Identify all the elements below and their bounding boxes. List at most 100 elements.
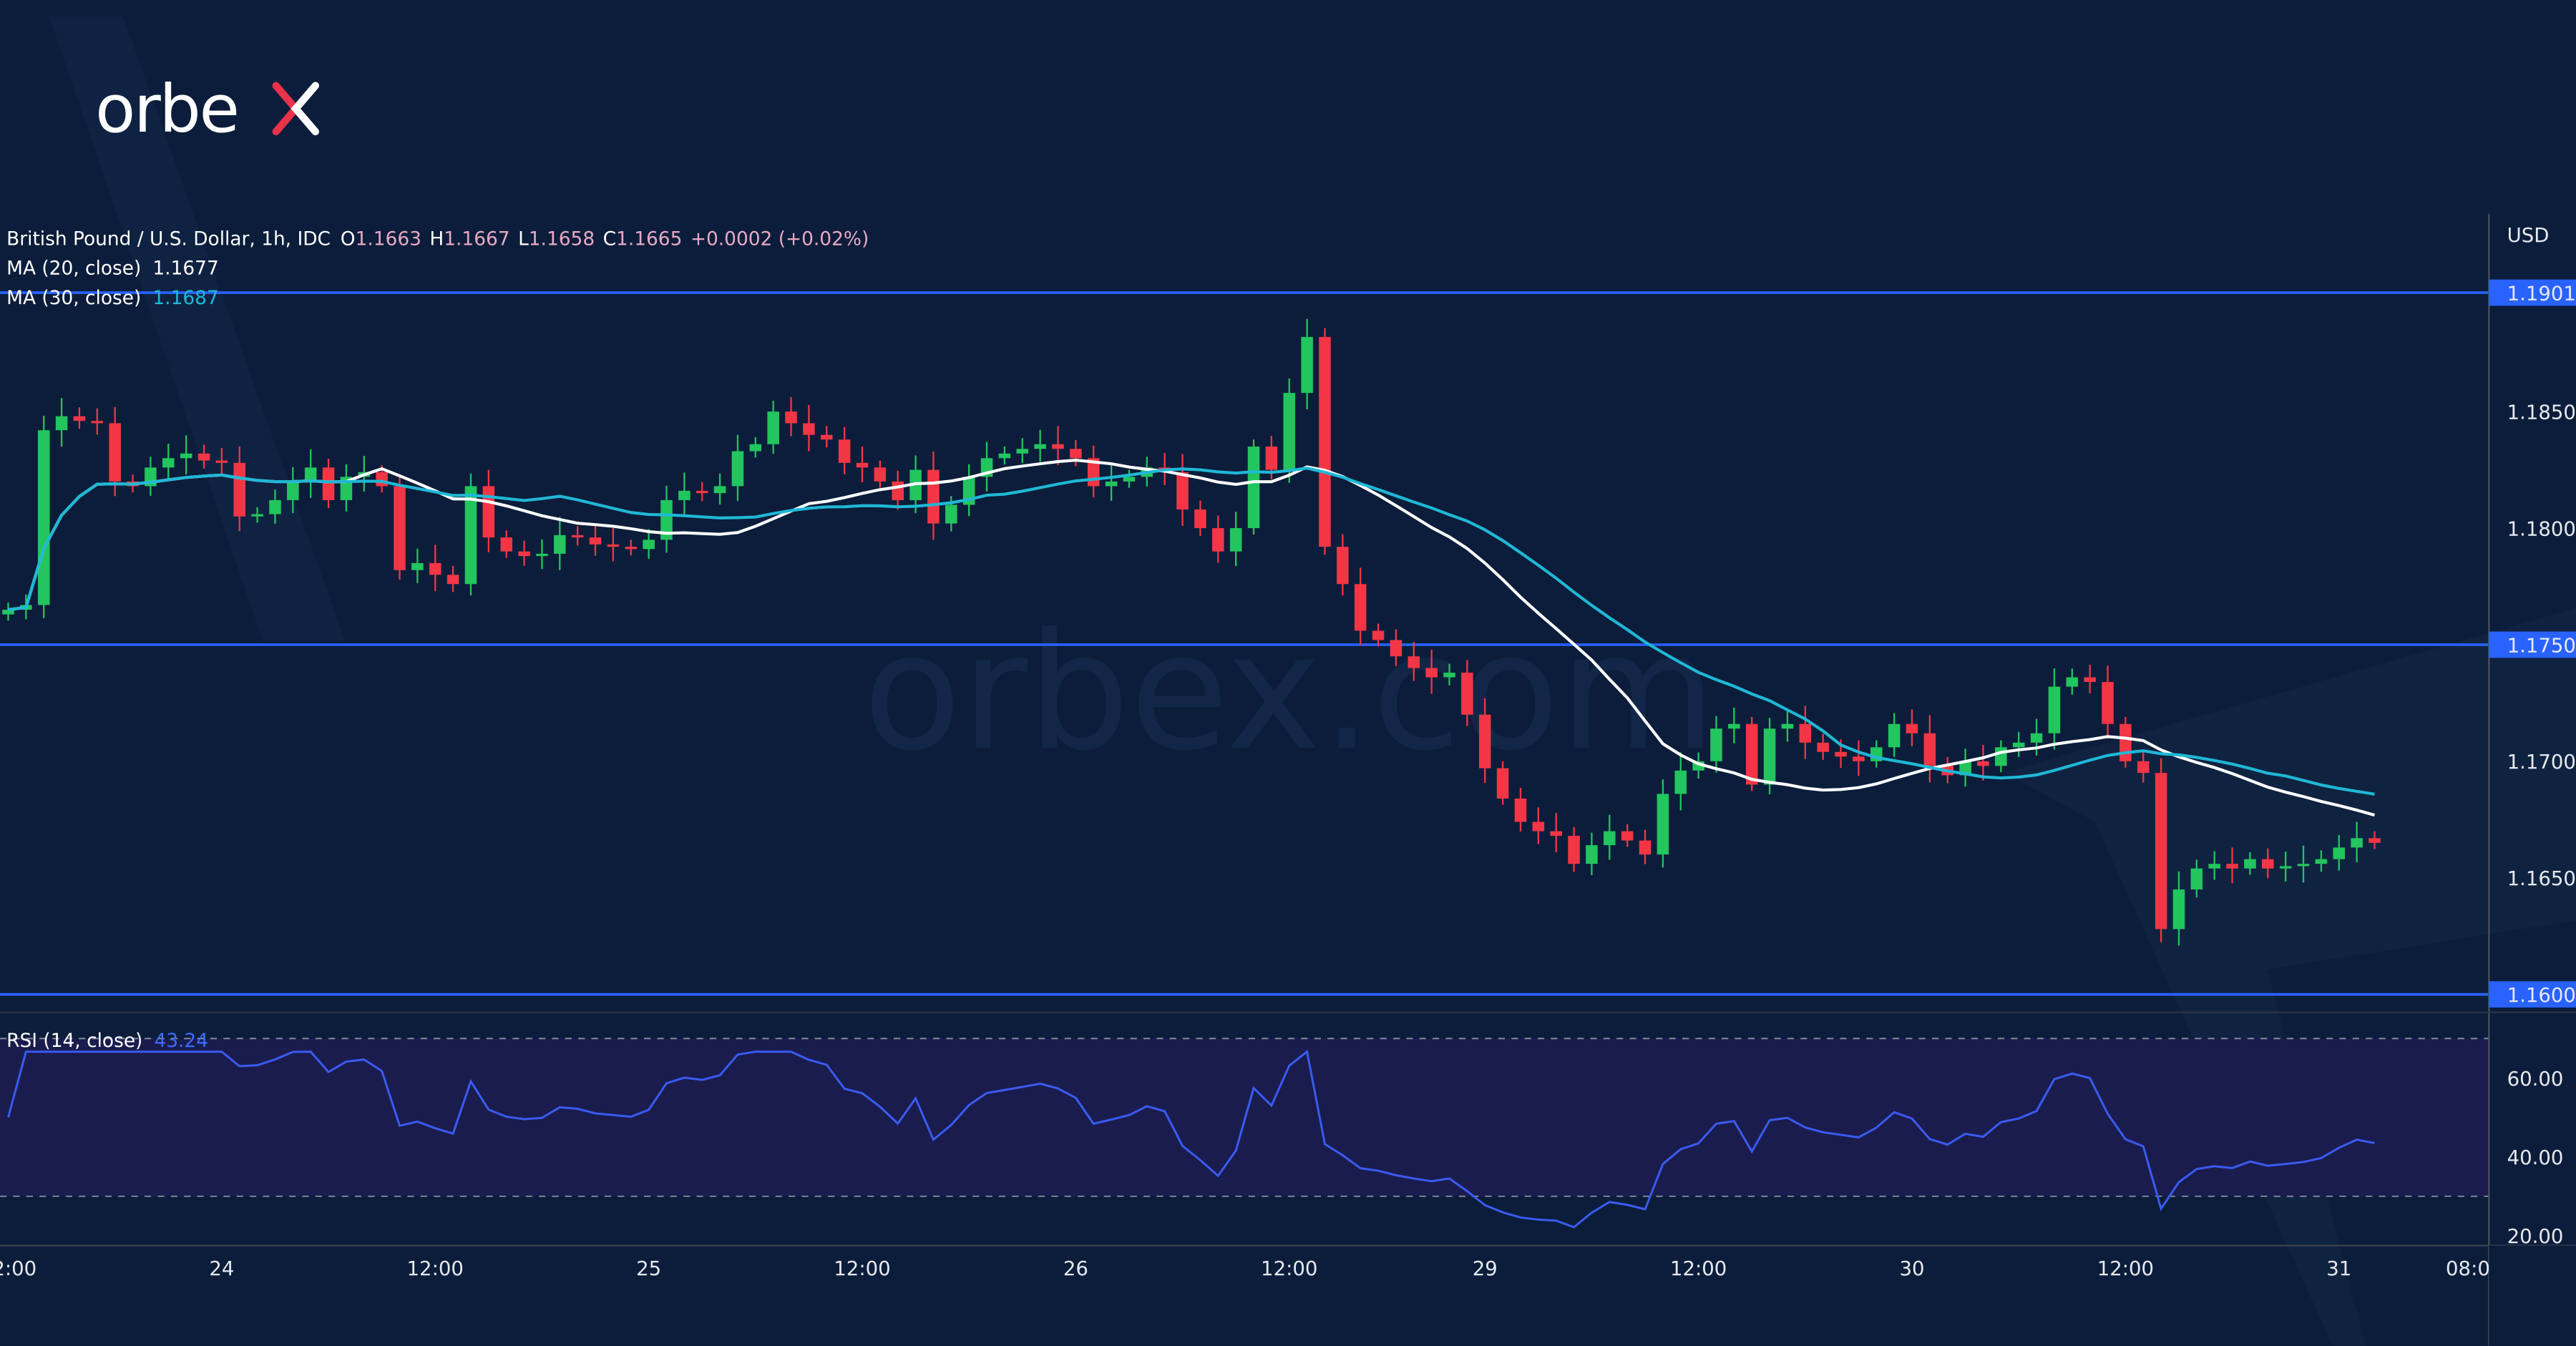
candle [767, 401, 779, 454]
candle [2030, 718, 2043, 756]
candle [1354, 567, 1367, 645]
candle [874, 460, 887, 488]
candle-body-down [874, 467, 887, 482]
candle-body-down [1052, 444, 1064, 449]
candle [1959, 748, 1971, 787]
candle-body-down [73, 416, 86, 421]
candle [464, 473, 477, 596]
candle [2172, 871, 2185, 946]
candle [55, 398, 68, 447]
candle [1639, 829, 1652, 864]
candle [785, 396, 797, 437]
candle [91, 408, 104, 435]
time-axis[interactable]: 12:00 24 12:00 25 12:00 26 12:00 29 12:00 30 12:00… [0, 1245, 2576, 1346]
candle-body-up [2012, 742, 2025, 748]
price-axis[interactable]: USD 1.1901 1.1750 1.1600 1.1850 1.1800 1.1700… [2489, 224, 2576, 1008]
candle-body-down [1550, 831, 1562, 837]
candle [73, 407, 86, 429]
candle-body-up [731, 451, 744, 487]
svg-text:MA (30, close)1.1687: MA (30, close) 1.1687 [6, 287, 219, 309]
candle [749, 437, 762, 458]
candle [803, 405, 815, 452]
candle [2066, 668, 2079, 695]
candle-body-up [1995, 747, 2007, 766]
rsi-tick-label: 40.00 [2507, 1146, 2564, 1169]
price-tick-label: 1.1700 [2507, 751, 2576, 774]
candle-body-up [749, 444, 762, 452]
candle-body-up [1657, 794, 1669, 855]
candle [1621, 824, 1634, 847]
candle-body-down [1977, 761, 1989, 766]
close-value: 1.1665 [616, 228, 682, 250]
candle [1496, 761, 1509, 805]
candle [1710, 716, 1722, 773]
candle [411, 548, 424, 583]
candle [2244, 852, 2256, 875]
low-value: 1.1658 [529, 228, 595, 250]
candle-body-up [1016, 449, 1029, 454]
candle-body-down [376, 472, 388, 487]
candle-body-up [37, 430, 50, 605]
candle-body-up [180, 453, 192, 459]
candle [1425, 650, 1438, 694]
svg-text:British Pound / U.S. Dollar, 1: British Pound / U.S. Dollar, 1h, IDC O1.1… [6, 228, 869, 250]
level-price-tag [2489, 631, 2576, 658]
candle [607, 528, 620, 562]
candle [1301, 318, 1313, 409]
level-price-label: 1.1600 [2507, 984, 2576, 1007]
candle-body-up [998, 453, 1011, 459]
candle [1034, 429, 1046, 462]
candle-body-down [2137, 761, 2150, 774]
candle-body-down [2119, 723, 2132, 761]
time-tick-label: 30 [1899, 1257, 1924, 1280]
candle-body-down [1906, 723, 1918, 733]
time-tick-label: 26 [1063, 1257, 1088, 1280]
candle [2084, 664, 2096, 693]
candle [482, 469, 495, 552]
candle-body-down [1568, 836, 1580, 864]
candle-body-down [1354, 584, 1367, 631]
candle [643, 529, 655, 559]
candle [1123, 469, 1136, 488]
candle [162, 444, 175, 481]
candle-body-up [1443, 673, 1455, 678]
candle-body-down [1621, 831, 1634, 841]
candle-body-down [2102, 682, 2114, 724]
price-tick-label: 1.1650 [2507, 867, 2576, 890]
candle-body-up [1283, 393, 1296, 470]
candle-body-up [767, 411, 779, 444]
candle-body-up [2190, 868, 2203, 890]
rsi-label: RSI (14, close) [6, 1030, 142, 1052]
candle [2368, 831, 2381, 849]
candle [1657, 779, 1669, 868]
candle [678, 472, 691, 517]
candle-body-down [607, 544, 620, 547]
time-tick-label: 31 [2326, 1257, 2351, 1280]
candle-body-down [518, 551, 530, 557]
candle [2119, 716, 2132, 768]
candle [2137, 750, 2150, 783]
candle [696, 482, 708, 502]
candle-body-up [1728, 723, 1740, 729]
level-price-tag [2489, 279, 2576, 306]
candle-body-up [643, 540, 655, 550]
candle-body-down [1639, 840, 1652, 855]
candle-body-up [2048, 686, 2061, 733]
candle [2226, 847, 2238, 884]
candle-body-down [215, 460, 228, 463]
candle-body-down [1514, 798, 1527, 822]
candle-body-down [1923, 733, 1936, 766]
ma30-label: MA (30, close) [6, 287, 141, 309]
candle-body-down [2262, 859, 2274, 869]
time-tick-label: 12:00 [1670, 1257, 1727, 1280]
candle [536, 539, 548, 570]
rsi-tick-label: 20.00 [2507, 1225, 2564, 1248]
candle-body-up [1959, 761, 1971, 776]
candle-body-down [2155, 773, 2167, 930]
candle [2351, 821, 2363, 862]
candle [1728, 707, 1740, 743]
candle-body-down [1853, 756, 1865, 761]
candle-body-up [660, 499, 673, 540]
candle [2102, 665, 2114, 739]
